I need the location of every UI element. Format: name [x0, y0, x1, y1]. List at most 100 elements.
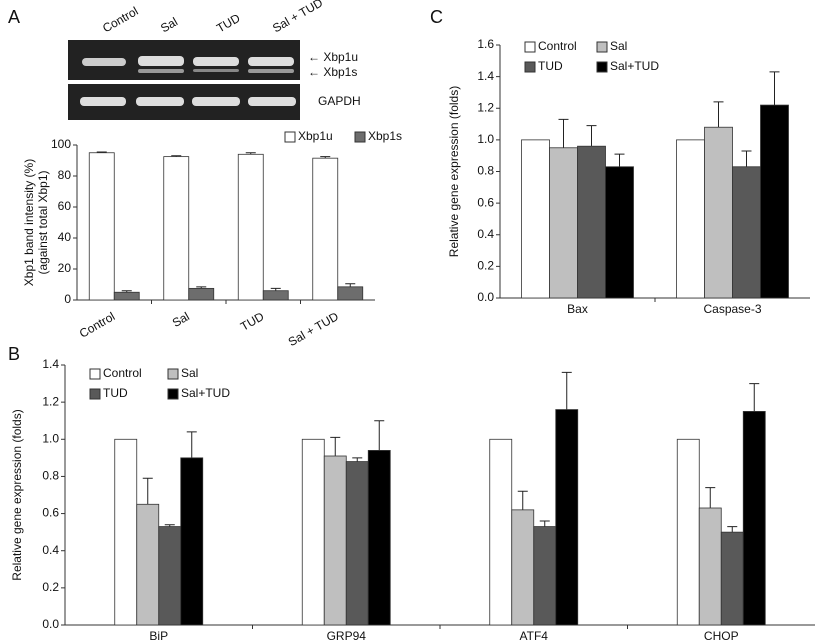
- bar: [367, 450, 391, 626]
- y-tick-label: 20: [58, 261, 72, 275]
- y-axis-label: Relative gene expression (folds): [10, 409, 24, 580]
- x-tick-label: TUD: [238, 309, 267, 334]
- legend-label: Sal: [610, 39, 627, 53]
- x-tick-label: CHOP: [704, 629, 739, 643]
- legend-label: Sal+TUD: [181, 386, 230, 400]
- bar: [732, 166, 761, 299]
- bar: [555, 409, 579, 626]
- bar: [345, 461, 369, 626]
- band: [82, 58, 126, 66]
- band: [138, 56, 184, 66]
- error-bar: [713, 101, 724, 128]
- lane-label: Control: [100, 4, 141, 35]
- error-bar: [614, 153, 625, 167]
- legend-label: Sal+TUD: [610, 59, 659, 73]
- y-tick-label: 1.0: [42, 431, 59, 445]
- bar: [676, 438, 700, 626]
- legend-swatch: [167, 388, 179, 400]
- legend-swatch: [89, 368, 101, 380]
- error-bar: [374, 420, 385, 451]
- legend-label: TUD: [103, 386, 128, 400]
- band-label: GAPDH: [318, 94, 361, 108]
- x-tick-label: BiP: [149, 629, 168, 643]
- bar: [163, 156, 190, 301]
- y-tick-label: 40: [58, 230, 72, 244]
- x-tick-label: Sal: [170, 309, 192, 330]
- bar: [237, 153, 264, 301]
- y-tick-label: 0.6: [42, 506, 59, 520]
- bar: [676, 139, 705, 299]
- y-tick-label: 0.2: [477, 259, 494, 273]
- legend-swatch: [284, 131, 296, 143]
- band: [80, 97, 126, 106]
- bar: [114, 438, 138, 626]
- bar: [136, 503, 160, 626]
- error-bar: [561, 371, 572, 410]
- y-tick-label: 0.8: [42, 469, 59, 483]
- bar: [489, 438, 513, 626]
- x-tick-label: Caspase-3: [703, 302, 761, 316]
- bar: [521, 139, 550, 299]
- bar: [301, 438, 325, 626]
- y-tick-label: 1.4: [42, 357, 59, 371]
- band: [136, 97, 184, 106]
- y-axis-label: Xbp1 band intensity (%): [22, 159, 36, 286]
- y-tick-label: 1.2: [477, 100, 494, 114]
- lane-label: TUD: [214, 11, 243, 36]
- legend-label: Xbp1u: [298, 129, 333, 143]
- legend-label: Control: [538, 39, 577, 53]
- legend-label: Xbp1s: [368, 129, 402, 143]
- x-tick-label: Bax: [567, 302, 588, 316]
- lane-label: Sal: [158, 15, 180, 36]
- error-bar: [142, 477, 153, 505]
- y-tick-label: 80: [58, 168, 72, 182]
- bar: [113, 291, 140, 301]
- bar: [511, 509, 535, 626]
- error-bar: [727, 526, 738, 533]
- band: [193, 69, 239, 72]
- error-bar: [741, 150, 752, 167]
- legend-swatch: [89, 388, 101, 400]
- bar: [337, 286, 364, 301]
- legend-swatch: [524, 61, 536, 73]
- error-bar: [769, 71, 780, 106]
- error-bar: [352, 457, 363, 462]
- legend-swatch: [596, 61, 608, 73]
- legend-swatch: [354, 131, 366, 143]
- y-tick-label: 1.6: [477, 37, 494, 51]
- y-tick-label: 60: [58, 199, 72, 213]
- band: [248, 69, 294, 73]
- y-tick-label: 0.2: [42, 580, 59, 594]
- error-bar: [517, 490, 528, 510]
- y-axis-label: Relative gene expression (folds): [447, 86, 461, 257]
- band: [138, 69, 184, 73]
- y-tick-label: 1.0: [477, 132, 494, 146]
- bar: [577, 145, 606, 299]
- gel: Control Sal TUD Sal + TUD ← Xbp1u ← Xbp1…: [68, 0, 361, 120]
- x-tick-label: Control: [77, 309, 118, 340]
- bar: [605, 166, 634, 299]
- y-axis-label: (against total Xbp1): [36, 170, 50, 274]
- y-tick-label: 1.2: [42, 394, 59, 408]
- x-tick-label: Sal + TUD: [286, 309, 341, 349]
- bar: [698, 507, 722, 626]
- legend-label: Sal: [181, 366, 198, 380]
- bar: [323, 455, 347, 626]
- bar: [533, 526, 557, 626]
- error-bar: [330, 436, 341, 456]
- panel-label: B: [8, 344, 20, 364]
- error-bar: [705, 487, 716, 508]
- y-tick-label: 0.4: [42, 543, 59, 557]
- legend-label: TUD: [538, 59, 563, 73]
- y-tick-label: 100: [51, 137, 71, 151]
- panel-label: A: [8, 7, 20, 27]
- legend-label: Control: [103, 366, 142, 380]
- bar: [742, 411, 766, 626]
- y-tick-label: 0.6: [477, 195, 494, 209]
- error-bar: [558, 118, 569, 148]
- y-tick-label: 0.0: [42, 617, 59, 631]
- lane-label: Sal + TUD: [270, 0, 325, 35]
- error-bar: [586, 125, 597, 147]
- band-label: ← Xbp1u: [308, 50, 358, 64]
